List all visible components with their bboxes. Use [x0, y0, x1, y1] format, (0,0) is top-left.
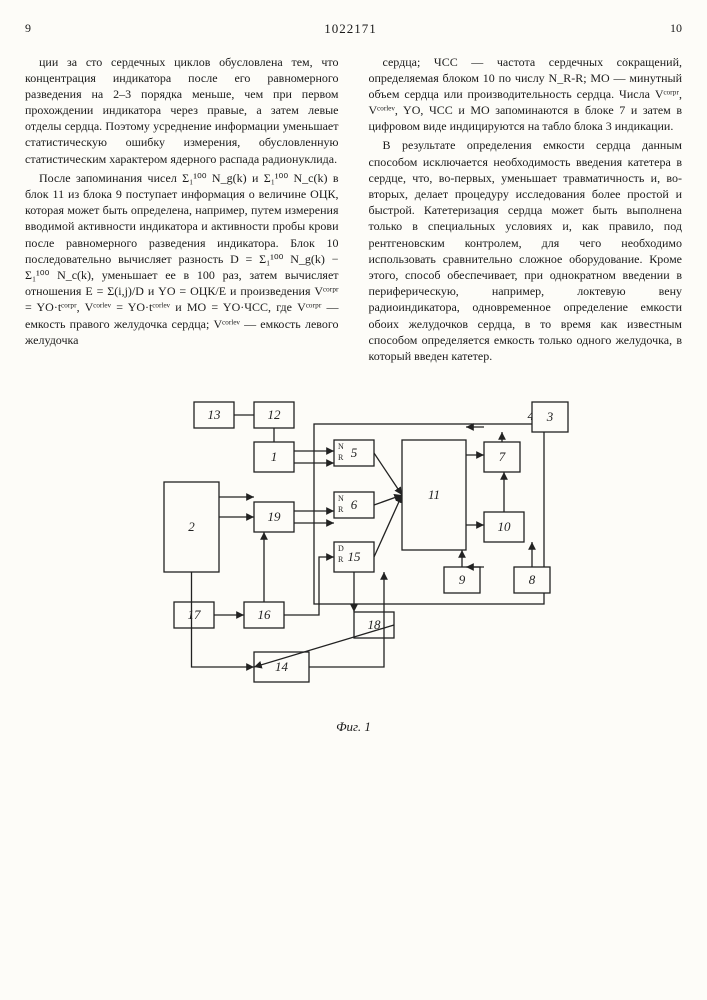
svg-text:R: R — [338, 453, 344, 462]
para-r1: сердца; ЧСС — частота сердечных сокращен… — [369, 54, 683, 135]
svg-text:13: 13 — [207, 407, 221, 422]
header-row: 9 1022171 10 — [25, 20, 682, 48]
svg-text:D: D — [338, 544, 344, 553]
page-num-right: 10 — [670, 20, 682, 44]
doc-number: 1022171 — [324, 20, 377, 38]
svg-text:16: 16 — [257, 607, 271, 622]
para-r2: В результате определения емкости сердца … — [369, 137, 683, 364]
svg-text:19: 19 — [267, 509, 281, 524]
svg-text:7: 7 — [498, 449, 505, 464]
block-diagram: 4125NR6NR7398101112131415DR16171819 — [134, 392, 574, 712]
svg-text:14: 14 — [275, 659, 289, 674]
para-l1: ции за сто сердечных циклов обусловлена … — [25, 54, 339, 167]
svg-text:2: 2 — [188, 519, 195, 534]
left-column: ции за сто сердечных циклов обусловлена … — [25, 54, 339, 368]
svg-text:9: 9 — [458, 572, 465, 587]
svg-text:15: 15 — [347, 549, 361, 564]
svg-text:R: R — [338, 505, 344, 514]
formula-4: E = Σ(i,j)/D и YO = ОЦК/E — [85, 284, 226, 298]
text-columns: ции за сто сердечных циклов обусловлена … — [25, 54, 682, 368]
svg-text:8: 8 — [528, 572, 535, 587]
svg-text:11: 11 — [427, 487, 439, 502]
svg-text:6: 6 — [350, 497, 357, 512]
svg-text:12: 12 — [267, 407, 281, 422]
right-column: сердца; ЧСС — частота сердечных сокращен… — [369, 54, 683, 368]
svg-text:N: N — [338, 494, 344, 503]
page-num-left: 9 — [25, 20, 31, 44]
formula-1: Σ₁¹⁰⁰ N_g(k) — [182, 171, 246, 185]
svg-text:3: 3 — [545, 409, 553, 424]
svg-text:R: R — [338, 555, 344, 564]
svg-text:10: 10 — [497, 519, 511, 534]
figure-label: Фиг. 1 — [25, 718, 682, 736]
svg-text:1: 1 — [270, 449, 277, 464]
svg-text:5: 5 — [350, 445, 357, 460]
formula-2: Σ₁¹⁰⁰ N_c(k) — [264, 171, 328, 185]
para-l2: После запоминания чисел Σ₁¹⁰⁰ N_g(k) и Σ… — [25, 170, 339, 348]
svg-text:17: 17 — [187, 607, 201, 622]
svg-text:N: N — [338, 442, 344, 451]
figure-1: 4125NR6NR7398101112131415DR16171819 Фиг.… — [25, 392, 682, 736]
